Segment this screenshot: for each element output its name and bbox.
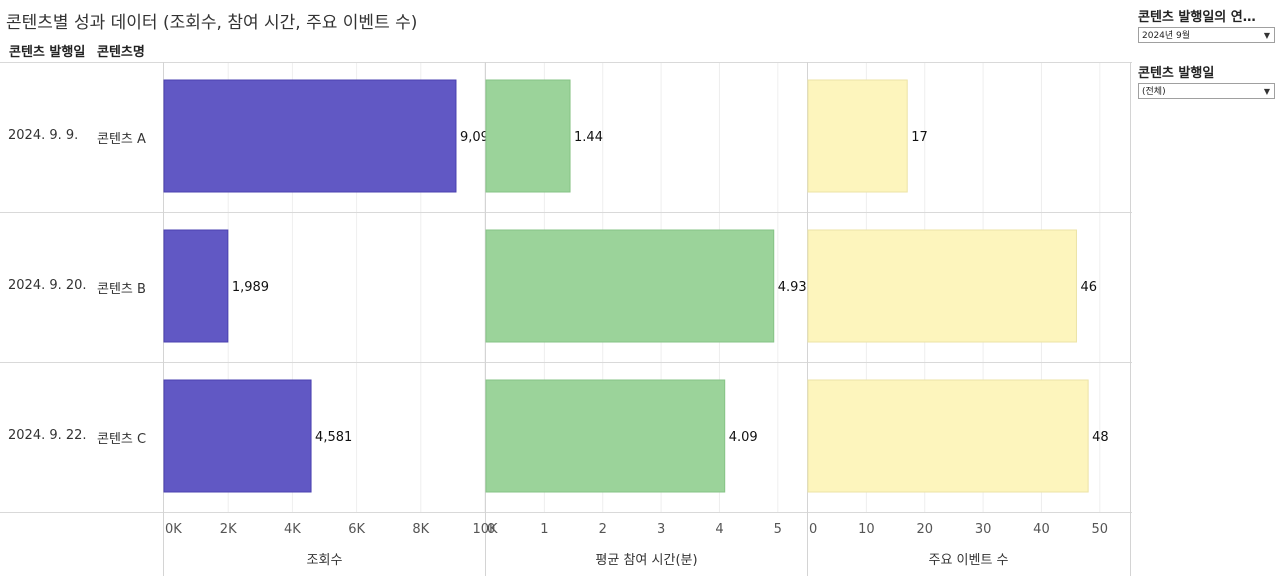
dropdown-value: 2024년 9월: [1142, 31, 1191, 41]
bar: [807, 379, 1089, 493]
row-date-label: 2024. 9. 9.: [8, 128, 79, 143]
caret-down-icon: ▼: [1263, 87, 1270, 96]
bar: [485, 79, 571, 193]
axis-title-engagement-time: 평균 참여 시간(분): [595, 553, 698, 568]
data-label: 1,989: [232, 280, 269, 295]
data-label: 4.93: [778, 280, 807, 295]
tick-label: 50: [1092, 522, 1109, 537]
data-label: 4,581: [315, 430, 352, 445]
year-month-dropdown[interactable]: 2024년 9월 ▼: [1138, 27, 1275, 43]
axis-title-key-events: 주요 이벤트 수: [928, 553, 1009, 568]
data-label: 1.44: [574, 130, 603, 145]
caret-down-icon: ▼: [1263, 31, 1270, 40]
axis-title-views: 조회수: [306, 553, 343, 568]
tick-label: 10K: [472, 522, 498, 537]
tick-label: 10: [858, 522, 875, 537]
tick-label: 3: [657, 522, 665, 537]
tick-label: 20: [916, 522, 933, 537]
data-label: 48: [1092, 430, 1109, 445]
bar: [163, 229, 229, 343]
row-name-label: 콘텐츠 A: [97, 132, 146, 147]
tick-label: 0: [809, 522, 817, 537]
publish-date-dropdown[interactable]: (전체) ▼: [1138, 83, 1275, 99]
data-label: 46: [1080, 280, 1097, 295]
filter-title-publish-date: 콘텐츠 발행일: [1138, 66, 1215, 81]
data-label: 17: [911, 130, 928, 145]
tick-label: 4K: [284, 522, 301, 537]
tick-label: 1: [540, 522, 548, 537]
tick-label: 2: [599, 522, 607, 537]
tick-label: 30: [975, 522, 992, 537]
bar: [485, 229, 775, 343]
tick-label: 6K: [348, 522, 365, 537]
tick-label: 8K: [412, 522, 429, 537]
tick-label: 5: [774, 522, 782, 537]
filter-title-year-month: 콘텐츠 발행일의 연…: [1138, 10, 1256, 25]
bar: [163, 379, 312, 493]
tick-label: 4: [715, 522, 723, 537]
column-header-name: 콘텐츠명: [97, 45, 145, 60]
bar: [807, 79, 908, 193]
row-date-label: 2024. 9. 20.: [8, 278, 87, 293]
column-header-date: 콘텐츠 발행일: [9, 45, 86, 60]
bar: [807, 229, 1077, 343]
page-title: 콘텐츠별 성과 데이터 (조회수, 참여 시간, 주요 이벤트 수): [6, 13, 418, 33]
tick-label: 2K: [220, 522, 237, 537]
tick-label: 0: [487, 522, 495, 537]
row-name-label: 콘텐츠 C: [97, 432, 147, 447]
row-date-label: 2024. 9. 22.: [8, 428, 87, 443]
data-label: 4.09: [729, 430, 758, 445]
tick-label: 40: [1033, 522, 1050, 537]
bar: [163, 79, 457, 193]
dropdown-value: (전체): [1142, 87, 1166, 97]
bar: [485, 379, 726, 493]
tick-label: 0K: [165, 522, 182, 537]
row-name-label: 콘텐츠 B: [97, 282, 146, 297]
